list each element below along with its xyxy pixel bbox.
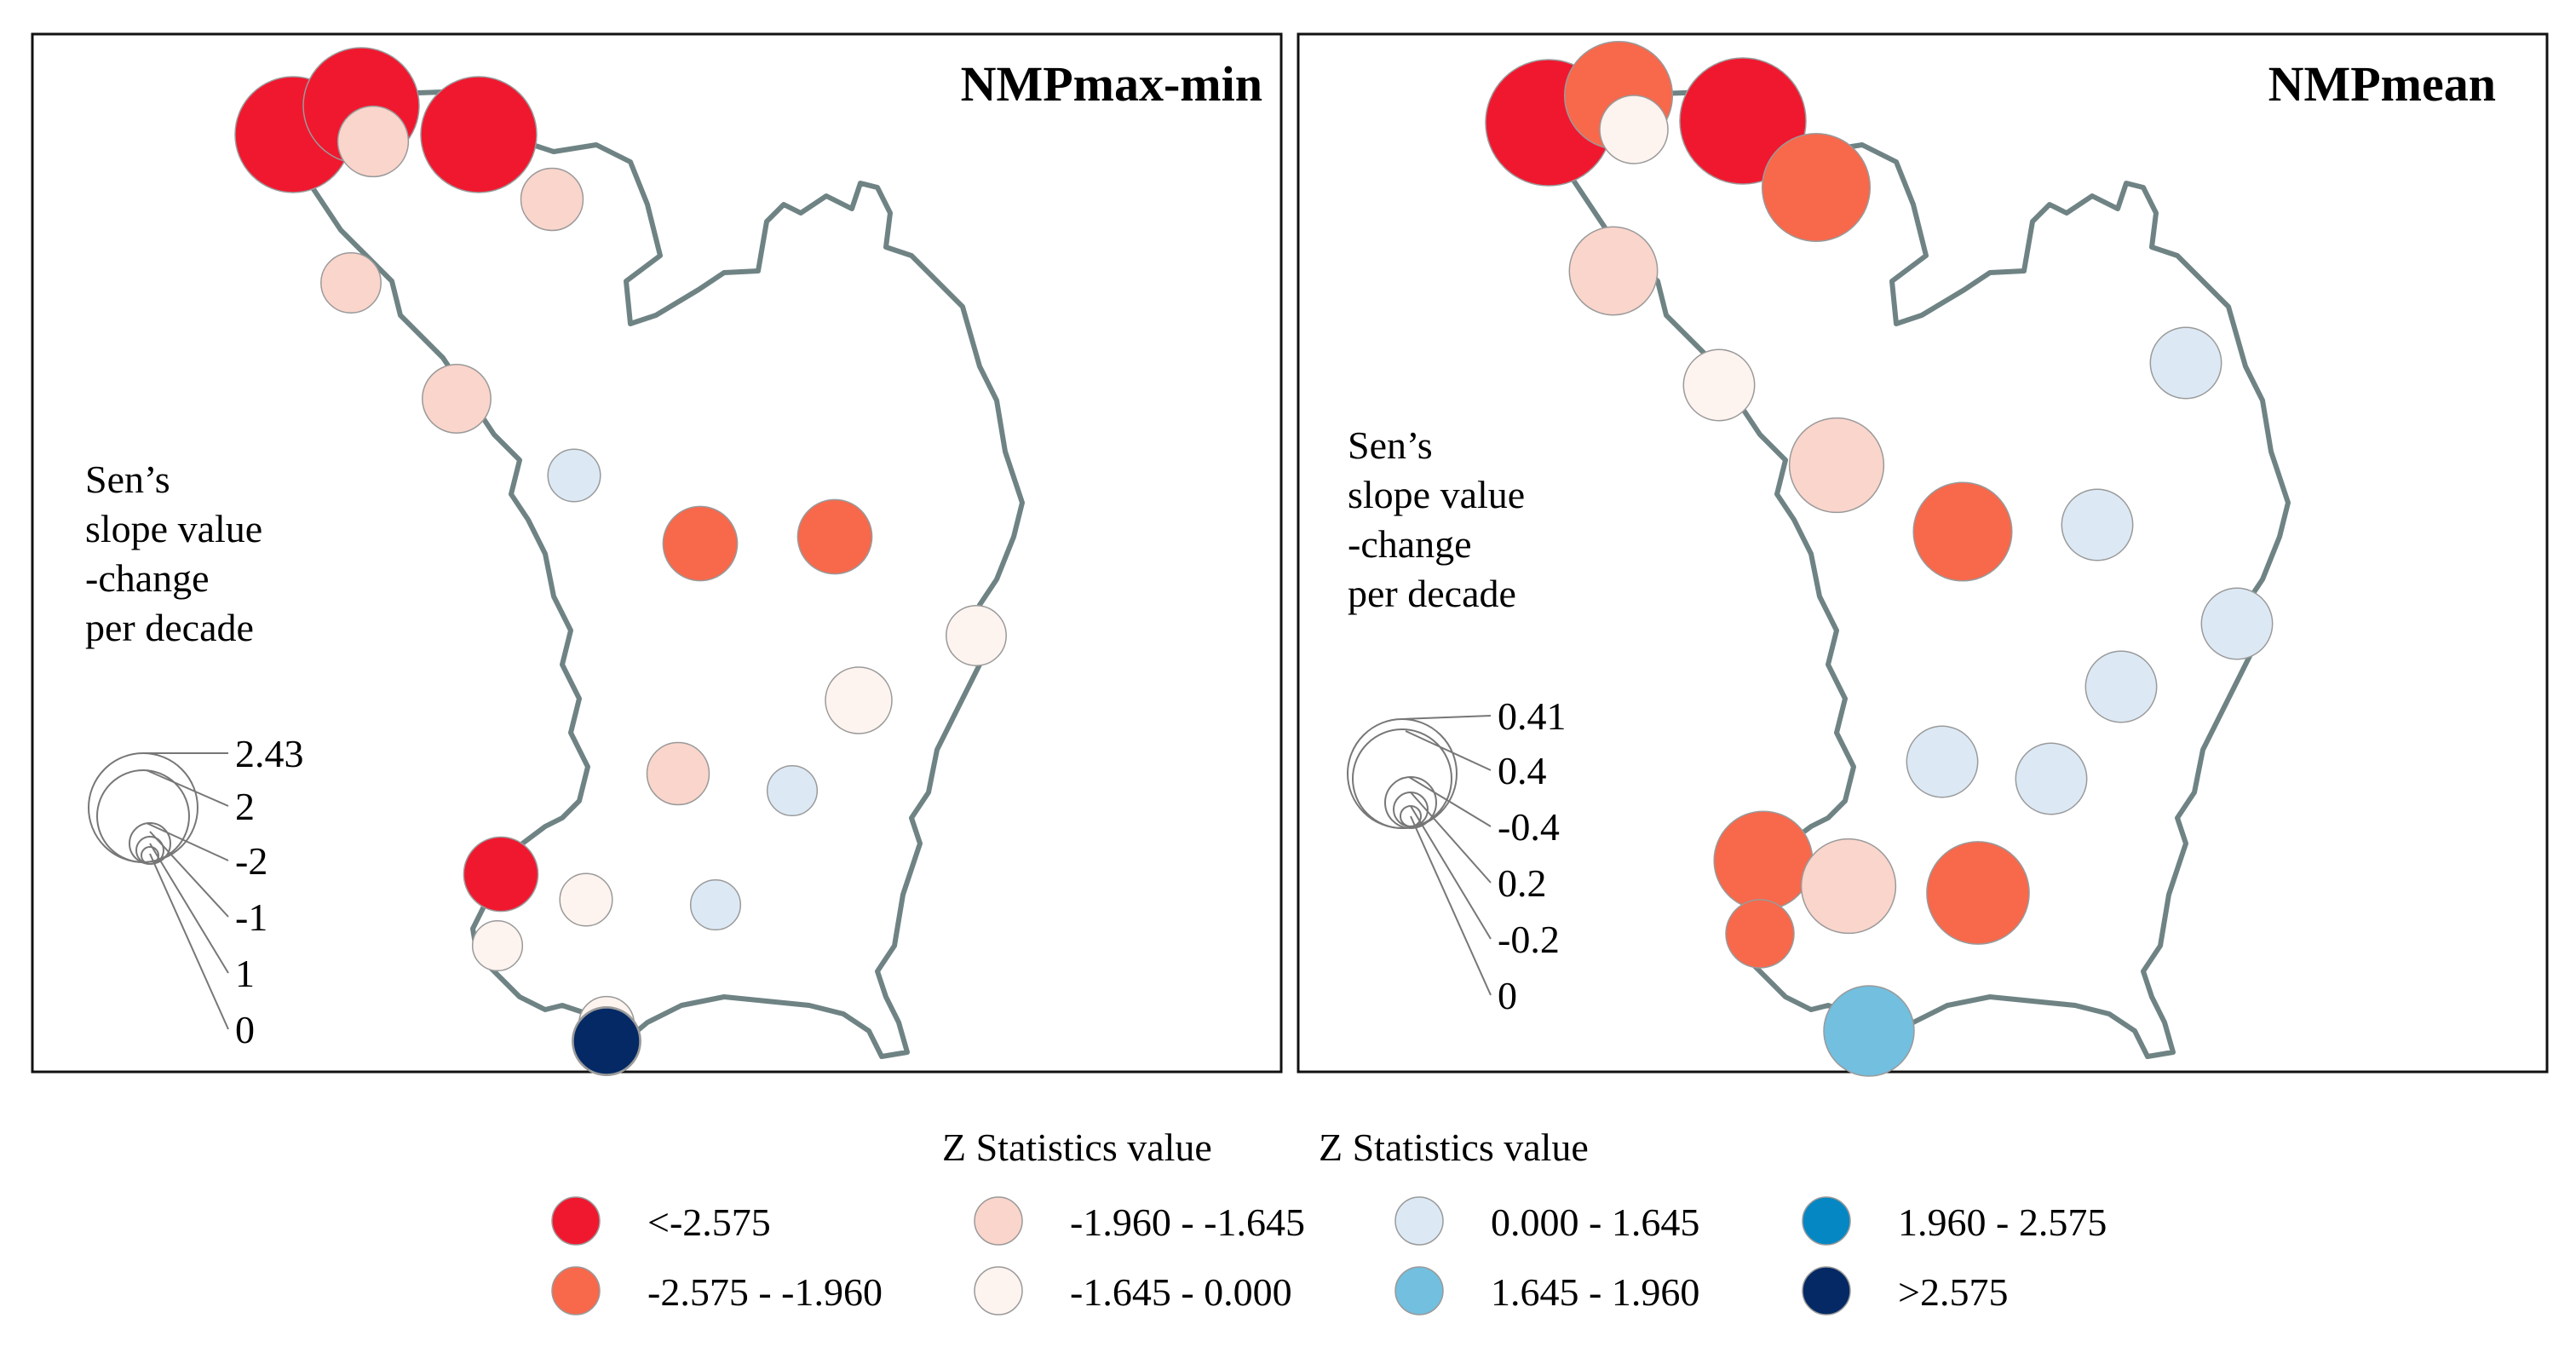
z-legend-swatch: [1802, 1196, 1851, 1246]
station-marker: [2084, 650, 2158, 723]
size-legend-label: -0.4: [1498, 805, 1560, 849]
z-legend-swatch: [1802, 1266, 1851, 1316]
station-marker: [559, 872, 613, 927]
z-legend-label: 1.645 - 1.960: [1491, 1270, 1699, 1314]
station-marker: [2200, 587, 2274, 660]
size-legend-label: -2: [235, 839, 267, 883]
size-legend-title-right: Sen’s slope value -change per decade: [1348, 423, 1535, 615]
size-legend-title-line: slope value: [85, 507, 262, 550]
station-marker: [1800, 838, 1897, 935]
station-marker: [336, 105, 410, 178]
z-legend-swatch: [974, 1266, 1023, 1316]
z-legend-label: <-2.575: [647, 1200, 771, 1244]
size-legend-label: 0.4: [1498, 749, 1547, 792]
z-legend-swatch: [551, 1196, 601, 1246]
z-legend-swatch: [551, 1266, 601, 1316]
station-marker: [825, 666, 893, 734]
station-marker: [2015, 742, 2088, 815]
station-marker: [946, 605, 1007, 666]
station-marker: [1713, 810, 1814, 911]
station-marker: [1823, 985, 1915, 1077]
size-legend-label: -1: [235, 895, 267, 939]
size-legend-title-line: Sen’s: [85, 458, 170, 501]
size-legend-label: 2: [235, 785, 255, 828]
size-legend-title-line: Sen’s: [1348, 423, 1433, 467]
station-marker: [2149, 326, 2222, 400]
region-boundary-right: [1561, 87, 2291, 1059]
station-marker: [547, 448, 601, 503]
z-legend-label: >2.575: [1898, 1270, 2008, 1314]
panel-frame-left: [31, 32, 1283, 1074]
z-legend-swatch: [1394, 1266, 1444, 1316]
stations-right: [1485, 40, 2274, 1077]
size-legend-label: 2.43: [235, 732, 304, 775]
z-legend-label: -2.575 - -1.960: [647, 1270, 883, 1314]
station-marker: [520, 167, 584, 232]
station-marker: [1761, 132, 1872, 243]
station-marker: [662, 505, 739, 582]
size-legend-right: [1347, 715, 1492, 996]
size-legend-label: -0.2: [1498, 918, 1560, 961]
size-legend-title-line: -change: [85, 556, 210, 600]
station-marker: [1906, 725, 1979, 798]
station-marker: [1725, 899, 1795, 969]
station-marker: [796, 498, 873, 575]
z-legend-label: 1.960 - 2.575: [1898, 1200, 2107, 1244]
station-marker: [422, 364, 492, 434]
z-legend-label: -1.960 - -1.645: [1070, 1200, 1305, 1244]
z-legend-label: 0.000 - 1.645: [1491, 1200, 1699, 1244]
z-legend-swatch: [1394, 1196, 1444, 1246]
size-legend-labels-left: 2.43 2 -2 -1 1 0: [235, 732, 304, 1051]
station-marker: [1912, 481, 2013, 582]
z-legend-label: -1.645 - 0.000: [1070, 1270, 1292, 1314]
size-legend-label: 1: [235, 952, 255, 995]
station-marker: [572, 1007, 641, 1075]
z-legend-title-repeat: Z Statistics value: [1319, 1126, 1589, 1169]
size-legend-label: 0: [235, 1008, 255, 1051]
panel-title-left: NMPmax-min: [961, 56, 1262, 112]
station-marker: [1682, 348, 1756, 422]
station-marker: [420, 76, 538, 193]
station-marker: [1599, 95, 1669, 164]
size-legend-title-line: per decade: [85, 606, 254, 649]
size-legend-title-line: slope value: [1348, 473, 1525, 516]
size-legend-left: [88, 752, 229, 1030]
station-marker: [1568, 226, 1659, 316]
stations-left: [234, 47, 1007, 1076]
station-marker: [646, 741, 710, 806]
station-marker: [320, 252, 382, 314]
panel-title-right: NMPmean: [2268, 56, 2496, 112]
z-legend: Z Statistics value Z Statistics value <-…: [551, 1126, 2107, 1316]
size-legend-title-line: per decade: [1348, 572, 1516, 615]
station-marker: [766, 764, 819, 817]
station-marker: [2061, 488, 2134, 561]
size-legend-labels-right: 0.41 0.4 -0.4 0.2 -0.2 0: [1498, 694, 1567, 1017]
z-legend-swatch: [974, 1196, 1023, 1246]
station-marker: [463, 836, 539, 913]
size-legend-title-line: -change: [1348, 522, 1472, 566]
size-legend-label: 0.41: [1498, 694, 1567, 738]
station-marker: [689, 878, 742, 931]
z-legend-title: Z Statistics value: [942, 1126, 1212, 1169]
station-marker: [471, 919, 524, 972]
size-legend-title-left: Sen’s slope value -change per decade: [85, 458, 273, 649]
size-legend-label: 0: [1498, 974, 1517, 1017]
size-legend-label: 0.2: [1498, 861, 1547, 905]
station-marker: [1788, 417, 1885, 514]
station-marker: [1926, 841, 2030, 945]
region-boundary-left: [296, 87, 1025, 1059]
